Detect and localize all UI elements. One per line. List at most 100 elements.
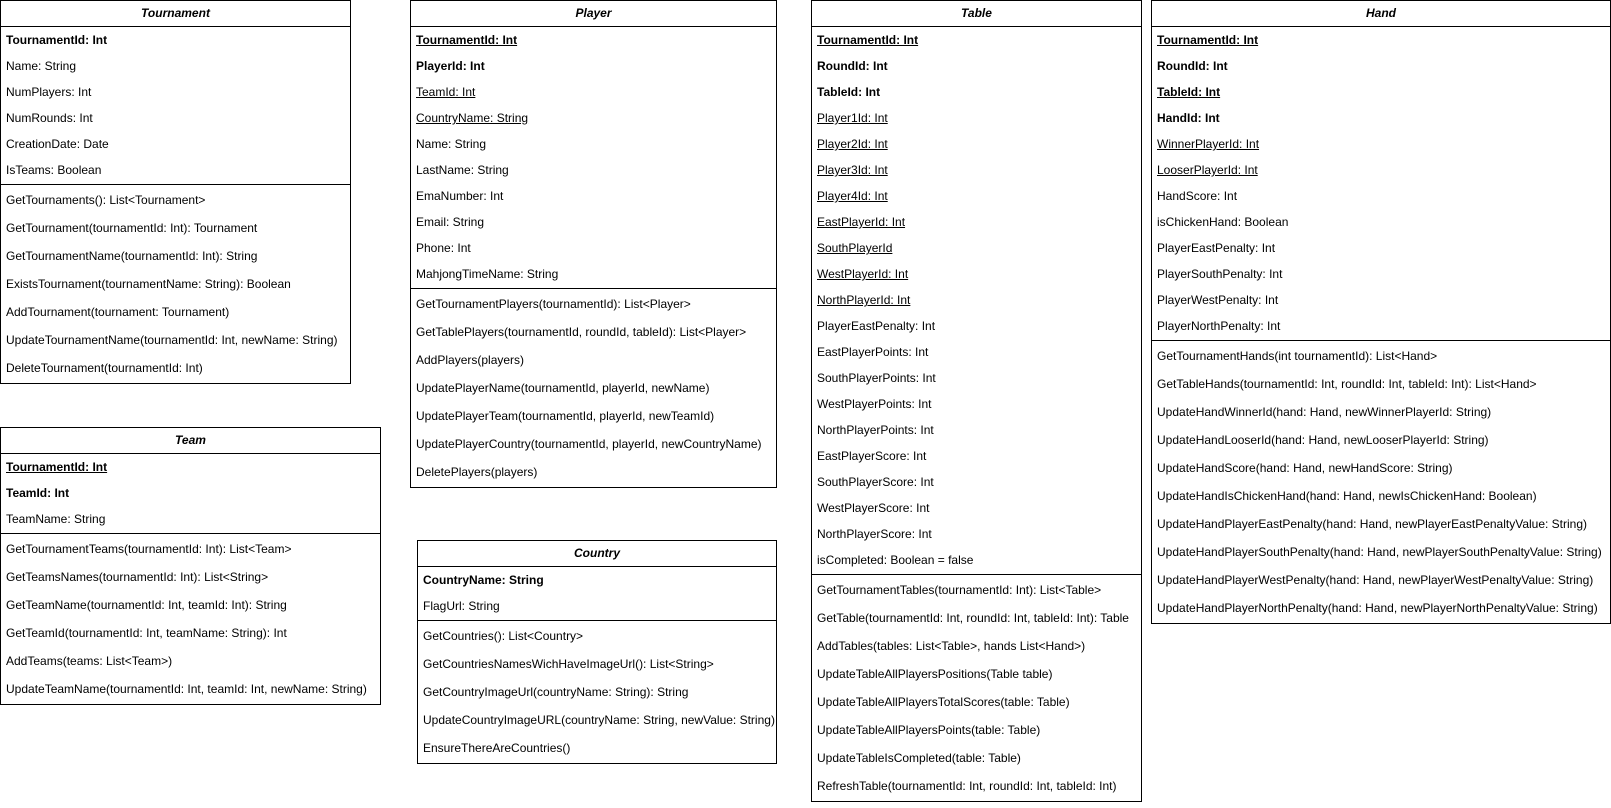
method-addtournament: AddTournament(tournament: Tournament) bbox=[6, 305, 230, 319]
method-updateteamname: UpdateTeamName(tournamentId: Int, teamId… bbox=[6, 682, 367, 696]
method-updatehandischickenhand: UpdateHandIsChickenHand(hand: Hand, newI… bbox=[1157, 489, 1537, 503]
method-getcountries: GetCountries(): List<Country> bbox=[423, 629, 584, 643]
method-updatecountryimageurl: UpdateCountryImageURL(countryName: Strin… bbox=[423, 713, 775, 727]
attribute-northplayerpoints: NorthPlayerPoints: Int bbox=[817, 423, 934, 437]
method-updatetableallplayerspoints: UpdateTableAllPlayersPoints(table: Table… bbox=[817, 723, 1041, 737]
attribute-creationdate: CreationDate: Date bbox=[6, 137, 109, 151]
attribute-eastplayerscore: EastPlayerScore: Int bbox=[817, 449, 927, 463]
method-updatetableallplayerspositions: UpdateTableAllPlayersPositions(Table tab… bbox=[817, 667, 1053, 681]
class-tournament: Tournament TournamentId: Int Name: String N… bbox=[0, 0, 351, 384]
method-updateplayercountry: UpdatePlayerCountry(tournamentId, player… bbox=[416, 437, 762, 451]
attribute-eastplayerid: EastPlayerId: Int bbox=[817, 215, 906, 229]
method-gettable: GetTable(tournamentId: Int, roundId: Int… bbox=[817, 611, 1129, 625]
attribute-numrounds: NumRounds: Int bbox=[6, 111, 93, 125]
attribute-email: Email: String bbox=[416, 215, 485, 229]
method-updatetableiscompleted: UpdateTableIsCompleted(table: Table) bbox=[817, 751, 1021, 765]
method-gettournament: GetTournament(tournamentId: Int): Tourna… bbox=[6, 221, 258, 235]
methods-section: GetTournamentTeams(tournamentId: Int): L… bbox=[1, 534, 380, 704]
attribute-northplayerscore: NorthPlayerScore: Int bbox=[817, 527, 932, 541]
attribute-tournamentid: TournamentId: Int bbox=[6, 460, 108, 474]
class-title: Country bbox=[418, 541, 776, 567]
methods-section: GetTournamentHands(int tournamentId): Li… bbox=[1152, 341, 1610, 623]
method-updatetableallplayerstotalscores: UpdateTableAllPlayersTotalScores(table: … bbox=[817, 695, 1070, 709]
attribute-teamid: TeamId: Int bbox=[6, 486, 70, 500]
method-gettournamentplayers: GetTournamentPlayers(tournamentId): List… bbox=[416, 297, 691, 311]
class-title: Player bbox=[411, 1, 776, 27]
class-title: Team bbox=[1, 428, 380, 454]
attribute-ischickenhand: isChickenHand: Boolean bbox=[1157, 215, 1289, 229]
attribute-westplayerscore: WestPlayerScore: Int bbox=[817, 501, 930, 515]
method-updatehandplayereastpenalty: UpdateHandPlayerEastPenalty(hand: Hand, … bbox=[1157, 517, 1588, 531]
attribute-westplayerid: WestPlayerId: Int bbox=[817, 267, 909, 281]
attribute-player3id: Player3Id: Int bbox=[817, 163, 888, 177]
attribute-tournamentid: TournamentId: Int bbox=[6, 33, 108, 47]
method-updatehandplayersouthpenalty: UpdateHandPlayerSouthPenalty(hand: Hand,… bbox=[1157, 545, 1602, 559]
method-updateplayerteam: UpdatePlayerTeam(tournamentId, playerId,… bbox=[416, 409, 715, 423]
method-addtables: AddTables(tables: List<Table>, hands Lis… bbox=[817, 639, 1086, 653]
attribute-southplayerscore: SouthPlayerScore: Int bbox=[817, 475, 934, 489]
method-gettournamenttables: GetTournamentTables(tournamentId: Int): … bbox=[817, 583, 1102, 597]
attribute-lastname: LastName: String bbox=[416, 163, 509, 177]
method-updateplayername: UpdatePlayerName(tournamentId, playerId,… bbox=[416, 381, 710, 395]
attribute-playernorthpenalty: PlayerNorthPenalty: Int bbox=[1157, 319, 1281, 333]
attribute-player4id: Player4Id: Int bbox=[817, 189, 888, 203]
methods-section: GetTournaments(): List<Tournament> GetTou… bbox=[1, 185, 350, 383]
method-gettablehands: GetTableHands(tournamentId: Int, roundId… bbox=[1157, 377, 1537, 391]
attributes-section: TournamentId: Int RoundId: Int TableId: In… bbox=[1152, 27, 1610, 341]
attribute-southplayerid: SouthPlayerId bbox=[817, 241, 893, 255]
method-addteams: AddTeams(teams: List<Team>) bbox=[6, 654, 173, 668]
attribute-mahjongtimename: MahjongTimeName: String bbox=[416, 267, 559, 281]
attributes-section: TournamentId: Int Name: String NumPlayers:… bbox=[1, 27, 350, 185]
attribute-tableid: TableId: Int bbox=[817, 85, 881, 99]
attribute-flagurl: FlagUrl: String bbox=[423, 599, 500, 613]
class-table: Table TournamentId: Int RoundId: Int TableI… bbox=[811, 0, 1142, 802]
method-updatehandwinnerid: UpdateHandWinnerId(hand: Hand, newWinner… bbox=[1157, 405, 1492, 419]
attribute-southplayerpoints: SouthPlayerPoints: Int bbox=[817, 371, 936, 385]
attribute-playersouthpenalty: PlayerSouthPenalty: Int bbox=[1157, 267, 1283, 281]
attribute-player2id: Player2Id: Int bbox=[817, 137, 888, 151]
attribute-handscore: HandScore: Int bbox=[1157, 189, 1238, 203]
attribute-looserplayerid: LooserPlayerId: Int bbox=[1157, 163, 1258, 177]
attribute-winnerplayerid: WinnerPlayerId: Int bbox=[1157, 137, 1260, 151]
method-getteamid: GetTeamId(tournamentId: Int, teamName: S… bbox=[6, 626, 287, 640]
class-title: Table bbox=[812, 1, 1141, 27]
attributes-section: TournamentId: Int PlayerId: Int TeamId: In… bbox=[411, 27, 776, 289]
attribute-tournamentid: TournamentId: Int bbox=[416, 33, 518, 47]
attribute-tournamentid: TournamentId: Int bbox=[1157, 33, 1259, 47]
methods-section: GetTournamentTables(tournamentId: Int): … bbox=[812, 575, 1141, 801]
attributes-section: CountryName: String FlagUrl: String bbox=[418, 567, 776, 621]
attribute-name: Name: String bbox=[6, 59, 77, 73]
class-title: Hand bbox=[1152, 1, 1610, 27]
attribute-name: Name: String bbox=[416, 137, 487, 151]
attribute-countryname: CountryName: String bbox=[423, 573, 544, 587]
method-addplayers: AddPlayers(players) bbox=[416, 353, 525, 367]
attribute-playereastpenalty: PlayerEastPenalty: Int bbox=[817, 319, 936, 333]
method-ensuretherearecountries: EnsureThereAreCountries() bbox=[423, 741, 571, 755]
method-getcountriesnameswichhaveimageurl: GetCountriesNamesWichHaveImageUrl(): Lis… bbox=[423, 657, 714, 671]
attribute-teamname: TeamName: String bbox=[6, 512, 106, 526]
class-player: Player TournamentId: Int PlayerId: Int Team… bbox=[410, 0, 777, 488]
method-gettournamentname: GetTournamentName(tournamentId: Int): St… bbox=[6, 249, 258, 263]
method-gettournamenthands: GetTournamentHands(int tournamentId): Li… bbox=[1157, 349, 1438, 363]
method-gettableplayers: GetTablePlayers(tournamentId, roundId, t… bbox=[416, 325, 747, 339]
method-getteamname: GetTeamName(tournamentId: Int, teamId: I… bbox=[6, 598, 287, 612]
method-existstournament: ExistsTournament(tournamentName: String)… bbox=[6, 277, 291, 291]
attribute-roundid: RoundId: Int bbox=[1157, 59, 1228, 73]
method-refreshtable: RefreshTable(tournamentId: Int, roundId:… bbox=[817, 779, 1117, 793]
methods-section: GetCountries(): List<Country> GetCountrie… bbox=[418, 621, 776, 763]
method-getteamsnames: GetTeamsNames(tournamentId: Int): List<S… bbox=[6, 570, 269, 584]
method-updatehandscore: UpdateHandScore(hand: Hand, newHandScore… bbox=[1157, 461, 1453, 475]
attribute-player1id: Player1Id: Int bbox=[817, 111, 888, 125]
attribute-tournamentid: TournamentId: Int bbox=[817, 33, 919, 47]
class-hand: Hand TournamentId: Int RoundId: Int TableId… bbox=[1151, 0, 1611, 624]
attribute-emanumber: EmaNumber: Int bbox=[416, 189, 504, 203]
attribute-numplayers: NumPlayers: Int bbox=[6, 85, 92, 99]
attribute-playerwestpenalty: PlayerWestPenalty: Int bbox=[1157, 293, 1279, 307]
methods-section: GetTournamentPlayers(tournamentId): List… bbox=[411, 289, 776, 487]
attribute-teamid: TeamId: Int bbox=[416, 85, 476, 99]
attribute-phone: Phone: Int bbox=[416, 241, 471, 255]
method-deletetournament: DeleteTournament(tournamentId: Int) bbox=[6, 361, 203, 375]
attribute-iscompleted: isCompleted: Boolean = false bbox=[817, 553, 974, 567]
attribute-playerid: PlayerId: Int bbox=[416, 59, 485, 73]
method-getcountryimageurl: GetCountryImageUrl(countryName: String):… bbox=[423, 685, 689, 699]
